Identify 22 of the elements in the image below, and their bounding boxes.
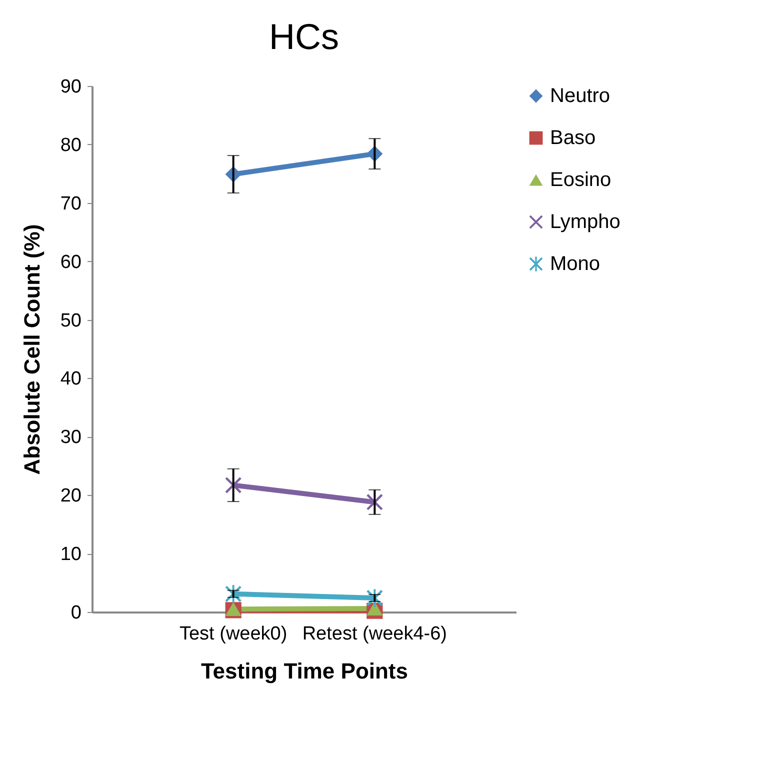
y-tick-label: 0 [70, 602, 82, 624]
y-axis-title: Absolute Cell Count (%) [19, 224, 44, 475]
legend-label: Eosino [550, 169, 612, 191]
y-tick-label: 90 [60, 76, 82, 98]
point [225, 477, 242, 494]
y-tick-label: 70 [60, 193, 82, 214]
legend-label: Neutro [550, 85, 610, 107]
y-tick-label: 30 [60, 427, 82, 448]
x-tick-label: Retest (week4-6) [302, 624, 448, 644]
x-axis-title: Testing Time Points [201, 658, 408, 684]
y-tick-label: 80 [60, 134, 82, 156]
x-tick-label: Test (week0) [179, 624, 288, 644]
y-tick-label: 40 [60, 368, 82, 390]
y-tick-label: 20 [60, 486, 82, 507]
legend-label: Baso [550, 127, 596, 149]
legend-label: Mono [550, 253, 600, 275]
legend-label: Lympho [550, 211, 620, 233]
y-tick-label: 50 [60, 310, 82, 332]
point [366, 494, 383, 510]
chart-title: HCs [269, 16, 339, 57]
y-tick-label: 10 [60, 544, 82, 566]
y-tick-label: 60 [60, 252, 82, 273]
